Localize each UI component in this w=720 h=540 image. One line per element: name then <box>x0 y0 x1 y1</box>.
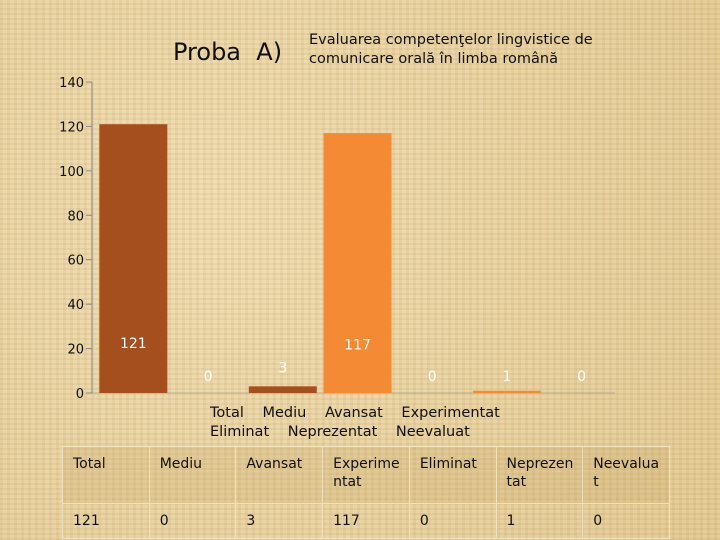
table-value-cell: 121 <box>62 503 150 539</box>
table-header-cell: Neevalua t <box>582 446 670 504</box>
bar-avansat <box>248 386 317 393</box>
table-header-cell: Eliminat <box>408 446 497 504</box>
table-header-cell: Mediu <box>148 446 237 504</box>
y-tick-label: 120 <box>59 120 84 135</box>
y-tick-label: 0 <box>76 387 84 402</box>
chart-title-main: Proba A) <box>173 38 283 66</box>
table-header-cell: Experime ntat <box>322 446 410 504</box>
table-header-cell: Avansat <box>235 446 324 504</box>
table-value-cell: 0 <box>408 503 497 539</box>
table-value-cell: 117 <box>322 503 410 539</box>
legend-category: Avansat <box>324 405 383 421</box>
legend-category: Eliminat <box>210 424 270 440</box>
y-tick-label: 40 <box>67 298 84 313</box>
y-tick-label: 80 <box>67 209 84 224</box>
y-tick-label: 20 <box>67 343 84 358</box>
y-tick-label: 140 <box>59 76 84 91</box>
table-value-row: 121 0 3 117 0 1 0 <box>62 503 670 539</box>
table-header-cell: Neprezen tat <box>495 446 584 504</box>
data-label: 121 <box>120 336 147 352</box>
chart-title-sub: Evaluarea competenţelor lingvistice de c… <box>309 32 593 67</box>
table-value-cell: 0 <box>148 503 237 539</box>
table-header-row: Total Mediu Avansat Experime ntat Eliminat Ne… <box>62 446 670 504</box>
table-value-cell: 3 <box>235 503 324 539</box>
legend-category: Neevaluat <box>395 424 470 440</box>
table-value-cell: 0 <box>582 503 670 539</box>
data-table: Total Mediu Avansat Experime ntat Eliminat Ne… <box>62 446 670 539</box>
data-label: 0 <box>204 369 213 385</box>
category-legend: Total Mediu Avansat Experimentat Elimina… <box>210 404 570 442</box>
legend-category: Mediu <box>262 405 307 421</box>
table-header-cell: Total <box>62 446 150 504</box>
y-tick-label: 100 <box>59 165 84 180</box>
bar-experimentat <box>323 133 392 394</box>
legend-category: Neprezentat <box>287 424 378 440</box>
data-label: 3 <box>278 360 287 376</box>
legend-category: Total <box>210 405 244 421</box>
bar-neprezentat <box>472 390 541 393</box>
data-label: 1 <box>502 369 511 385</box>
bar-total <box>99 124 168 393</box>
data-label: 0 <box>577 369 586 385</box>
y-tick-label: 60 <box>67 254 84 269</box>
legend-category: Experimentat <box>401 405 500 421</box>
table-value-cell: 1 <box>495 503 584 539</box>
data-label: 0 <box>428 369 437 385</box>
data-label: 117 <box>344 337 371 353</box>
